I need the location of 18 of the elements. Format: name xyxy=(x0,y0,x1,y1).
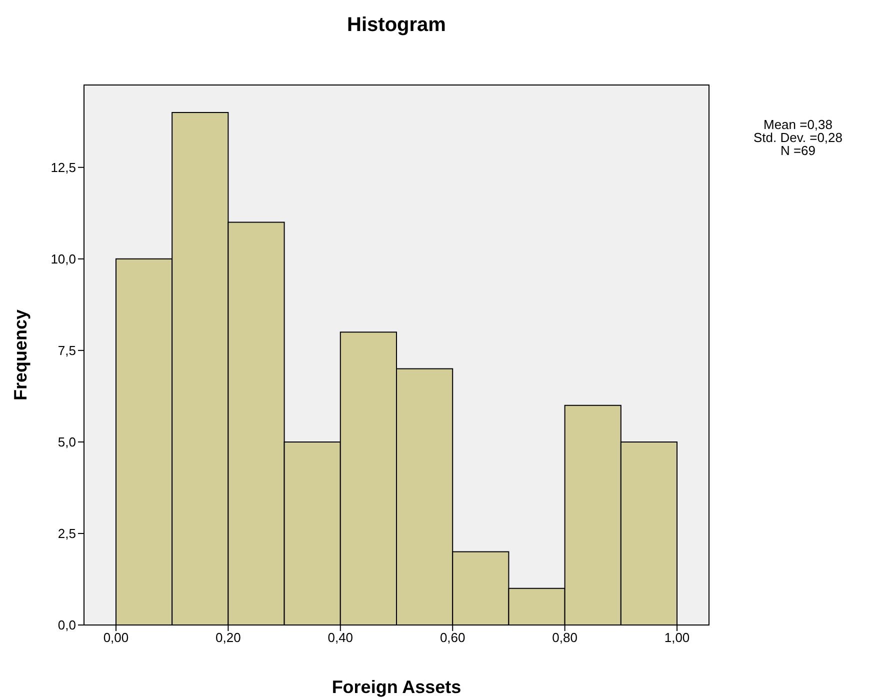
text: Std. Dev. =0,28 xyxy=(752,130,844,145)
y-tick-label: 5,0 xyxy=(58,434,76,450)
y-tick-label: 12,5 xyxy=(50,160,76,175)
y-tick-label: 10,0 xyxy=(50,252,76,267)
x-tick-label: 1,00 xyxy=(664,630,690,646)
y-tick-label: 7,5 xyxy=(58,343,76,358)
x-tick-label: 0,60 xyxy=(440,630,466,646)
x-tick-label: 0,00 xyxy=(103,630,129,646)
x-tick-label: 0,40 xyxy=(328,630,354,646)
y-tick-label: 0,0 xyxy=(58,618,76,633)
chart-title: Histogram xyxy=(346,14,447,37)
y-axis-title: Frequency xyxy=(10,309,30,401)
x-tick-label: 0,80 xyxy=(552,630,578,646)
text: Mean =0,38 xyxy=(762,117,834,132)
text: N =69 xyxy=(779,143,816,158)
y-tick-label: 2,5 xyxy=(58,526,76,542)
x-axis-title: Foreign Assets xyxy=(332,677,462,697)
x-tick-label: 0,20 xyxy=(216,630,241,646)
